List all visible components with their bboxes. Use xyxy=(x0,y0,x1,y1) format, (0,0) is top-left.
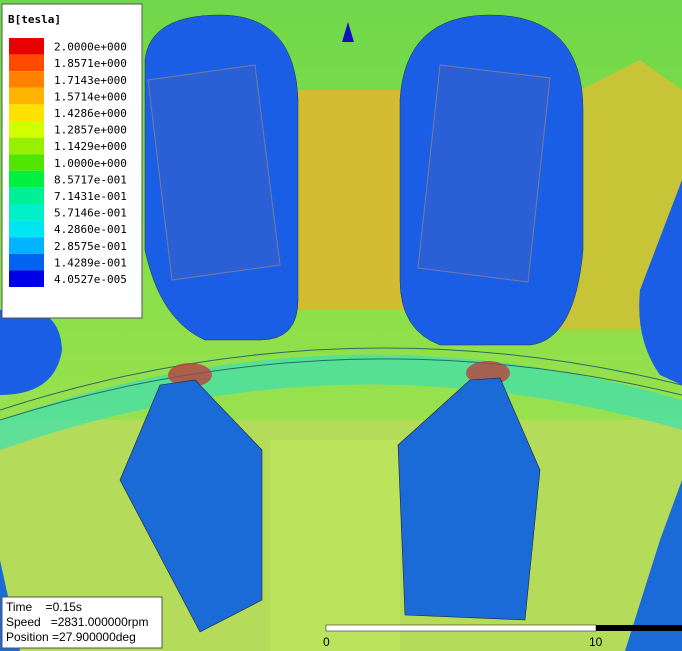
legend-swatch xyxy=(9,87,44,105)
hotspot xyxy=(168,363,212,387)
legend-label: 1.4289e-001 xyxy=(54,256,127,269)
scale-bar: 0 10 xyxy=(323,624,682,649)
info-line: Speed =2831.000000rpm xyxy=(6,615,148,629)
legend-label: 1.1429e+000 xyxy=(54,140,127,153)
stator-tooth xyxy=(295,90,405,310)
legend-label: 1.2857e+000 xyxy=(54,124,127,137)
legend-swatch xyxy=(9,204,44,221)
air-gap xyxy=(0,347,682,411)
legend-title: B[tesla] xyxy=(8,13,61,26)
rotor-magnet xyxy=(397,377,541,621)
legend-swatch xyxy=(9,137,44,155)
coil xyxy=(147,64,281,281)
legend-label: 1.5714e+000 xyxy=(54,90,127,103)
legend-swatch xyxy=(9,104,44,121)
info-box: Time =0.15s Speed =2831.000000rpm Positi… xyxy=(1,596,163,649)
scale-segment xyxy=(596,625,682,631)
legend-label: 1.7143e+000 xyxy=(54,74,127,87)
air-gap xyxy=(0,358,682,421)
coil xyxy=(417,64,551,283)
legend-swatch xyxy=(9,38,44,55)
info-frame xyxy=(1,596,163,649)
scale-label: 0 xyxy=(323,635,330,649)
legend-label: 2.8575e-001 xyxy=(54,240,127,253)
legend-swatch xyxy=(9,170,44,188)
legend-label: 1.8571e+000 xyxy=(54,57,127,70)
legend-swatch xyxy=(9,71,44,88)
info-line: Position =27.900000deg xyxy=(6,630,136,644)
rotor-magnet xyxy=(119,379,263,633)
rotor-magnet xyxy=(625,480,682,651)
legend-label: 4.2860e-001 xyxy=(54,223,127,236)
legend: B[tesla] 2.0000e+000 1.8571e+000 1.7143e+0… xyxy=(1,3,143,319)
legend-swatch xyxy=(9,237,44,254)
legend-label: 2.0000e+000 xyxy=(54,41,127,54)
scale-label: 10 xyxy=(589,635,603,649)
info-line: Time =0.15s xyxy=(6,600,82,614)
legend-swatch xyxy=(9,220,44,238)
legend-label: 1.4286e+000 xyxy=(54,107,127,120)
legend-swatch xyxy=(9,270,44,287)
legend-label: 1.0000e+000 xyxy=(54,157,127,170)
stator-slot xyxy=(0,308,62,395)
legend-swatch xyxy=(9,121,44,138)
legend-swatch xyxy=(9,187,44,204)
legend-label: 4.0527e-005 xyxy=(54,273,127,286)
legend-swatch xyxy=(9,54,44,72)
legend-label: 7.1431e-001 xyxy=(54,190,127,203)
stator-slot xyxy=(639,180,682,385)
legend-label: 5.7146e-001 xyxy=(54,207,127,220)
legend-swatch xyxy=(9,253,44,271)
marker xyxy=(342,22,354,42)
legend-swatch xyxy=(9,154,44,171)
scale-segment xyxy=(325,624,597,632)
rotor-core xyxy=(270,440,400,651)
legend-label: 8.5717e-001 xyxy=(54,173,127,186)
